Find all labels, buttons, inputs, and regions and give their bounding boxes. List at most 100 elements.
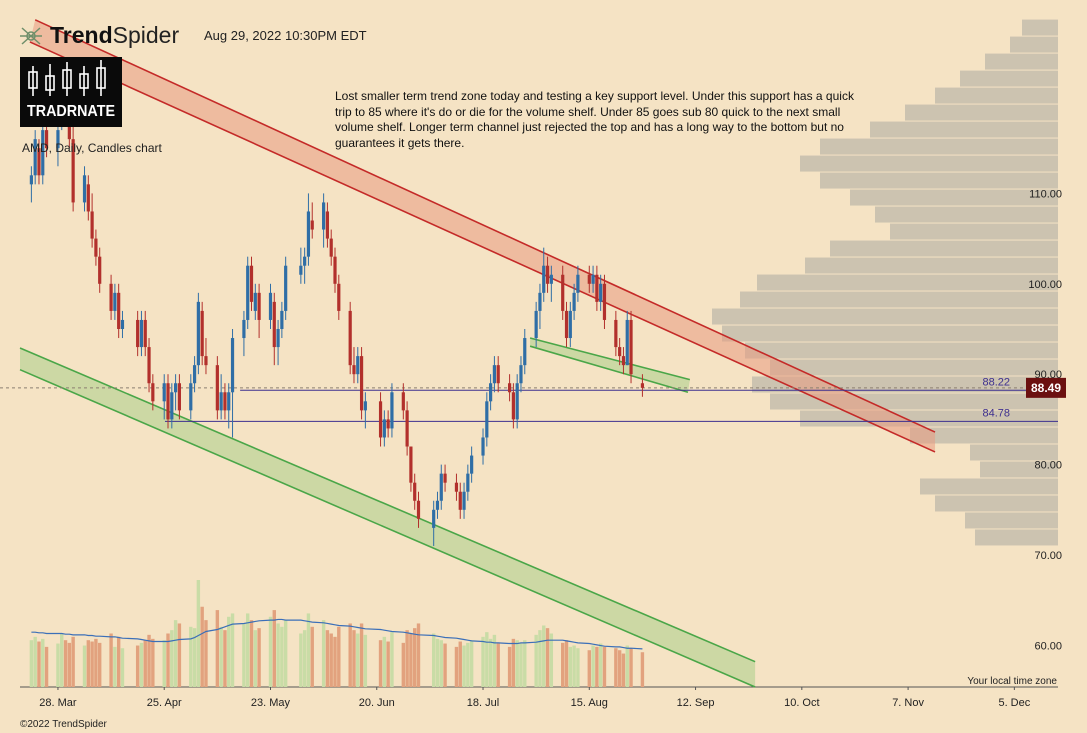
volume-bar xyxy=(337,626,341,687)
volume-bar xyxy=(625,645,629,687)
volume-bar xyxy=(162,640,166,687)
candle-body xyxy=(561,274,565,311)
candle-body xyxy=(113,292,117,311)
candle-body xyxy=(246,265,250,320)
volume-bar xyxy=(439,640,443,687)
candle-body xyxy=(310,220,314,230)
candle-body xyxy=(82,175,87,203)
candle-body xyxy=(117,292,121,329)
candle-body xyxy=(352,365,356,375)
volume-bar xyxy=(348,623,352,687)
candle-body xyxy=(599,283,603,302)
candle-body xyxy=(523,338,527,366)
candle-body xyxy=(147,347,151,384)
candle-body xyxy=(386,419,390,429)
candle-body xyxy=(409,446,413,483)
volume-bar xyxy=(90,641,94,687)
volume-bar xyxy=(230,613,235,687)
volume-bar xyxy=(413,628,417,687)
volume-bar xyxy=(390,632,394,687)
volume-bar xyxy=(276,623,280,687)
volume-bar xyxy=(71,636,75,687)
candle-body xyxy=(41,130,45,176)
volume-bar xyxy=(143,640,147,687)
candle-body xyxy=(382,419,386,438)
candle-body xyxy=(90,211,94,239)
volume-bar xyxy=(545,628,550,687)
channel-line xyxy=(19,368,756,688)
volume-bar xyxy=(325,630,330,687)
candle-body xyxy=(98,256,102,284)
volume-bar xyxy=(56,643,60,687)
volume-profile-bar xyxy=(820,138,1058,155)
candle-body xyxy=(625,319,629,366)
volume-profile-bar xyxy=(800,410,1058,427)
candle-body xyxy=(192,365,197,384)
volume-bar xyxy=(519,643,523,687)
candle-body xyxy=(519,365,523,384)
volume-bar xyxy=(602,646,607,687)
candle-body xyxy=(242,319,246,339)
volume-bar xyxy=(591,645,595,687)
candle-body xyxy=(322,202,326,230)
candle-body xyxy=(496,365,500,384)
candle-body xyxy=(268,292,273,320)
volume-bar xyxy=(227,616,231,687)
volume-bar xyxy=(485,632,489,687)
channel-line xyxy=(19,347,756,663)
y-tick-label: 80.00 xyxy=(1034,460,1062,472)
volume-bar xyxy=(587,650,591,687)
last-price-label: 88.49 xyxy=(1031,381,1061,395)
candle-body xyxy=(223,392,227,411)
x-tick-label: 18. Jul xyxy=(467,697,499,709)
candle-body xyxy=(86,184,90,212)
candle-body xyxy=(56,130,60,149)
level-label: 88.22 xyxy=(982,376,1010,388)
candle-body xyxy=(337,283,341,311)
volume-bar xyxy=(310,626,314,687)
volume-bar xyxy=(352,630,356,687)
overlay: TrendSpider Aug 29, 2022 10:30PM EDT TRA… xyxy=(20,22,1057,730)
x-tick-label: 20. Jun xyxy=(359,697,395,709)
candle-body xyxy=(276,328,280,348)
candle-body xyxy=(219,392,223,411)
volume-profile-bar xyxy=(910,427,1058,444)
volume-bar xyxy=(640,652,645,687)
candle-body xyxy=(272,301,276,348)
candle-body xyxy=(333,256,337,284)
logo: TrendSpider xyxy=(50,22,179,48)
y-tick-label: 110.00 xyxy=(1029,188,1062,200)
volume-bar xyxy=(60,633,64,687)
volume-bar xyxy=(333,636,337,687)
volume-bar xyxy=(576,648,580,687)
candle-body xyxy=(507,383,512,393)
volume-bar xyxy=(257,628,261,687)
volume-profile-bar xyxy=(960,70,1058,87)
volume-bar xyxy=(170,630,174,687)
icon-part xyxy=(96,67,106,89)
x-tick-label: 23. May xyxy=(251,697,291,709)
candle-body xyxy=(640,383,645,388)
candle-body xyxy=(359,356,364,411)
volume-profile-bar xyxy=(975,529,1058,546)
candle-body xyxy=(466,473,470,492)
volume-bar xyxy=(549,633,554,687)
volume-profile-bar xyxy=(757,274,1058,291)
candle-body xyxy=(37,148,41,176)
volume-profile-bar xyxy=(965,512,1058,529)
volume-profile-bar xyxy=(875,206,1058,223)
candle-body xyxy=(139,319,144,348)
volume-profile-bar xyxy=(820,172,1058,189)
candle-body xyxy=(325,211,330,239)
x-tick-label: 28. Mar xyxy=(39,697,77,709)
candle-body xyxy=(162,383,166,402)
candle-body xyxy=(174,383,178,393)
annotation: Lost smaller term trend zone today and t… xyxy=(335,89,854,150)
volume-bar xyxy=(378,640,383,687)
y-tick-label: 90.00 xyxy=(1034,369,1062,381)
volume-bar xyxy=(568,646,573,687)
volume-bar xyxy=(359,623,364,687)
channel-zone xyxy=(29,19,936,452)
candle-body xyxy=(481,437,485,456)
